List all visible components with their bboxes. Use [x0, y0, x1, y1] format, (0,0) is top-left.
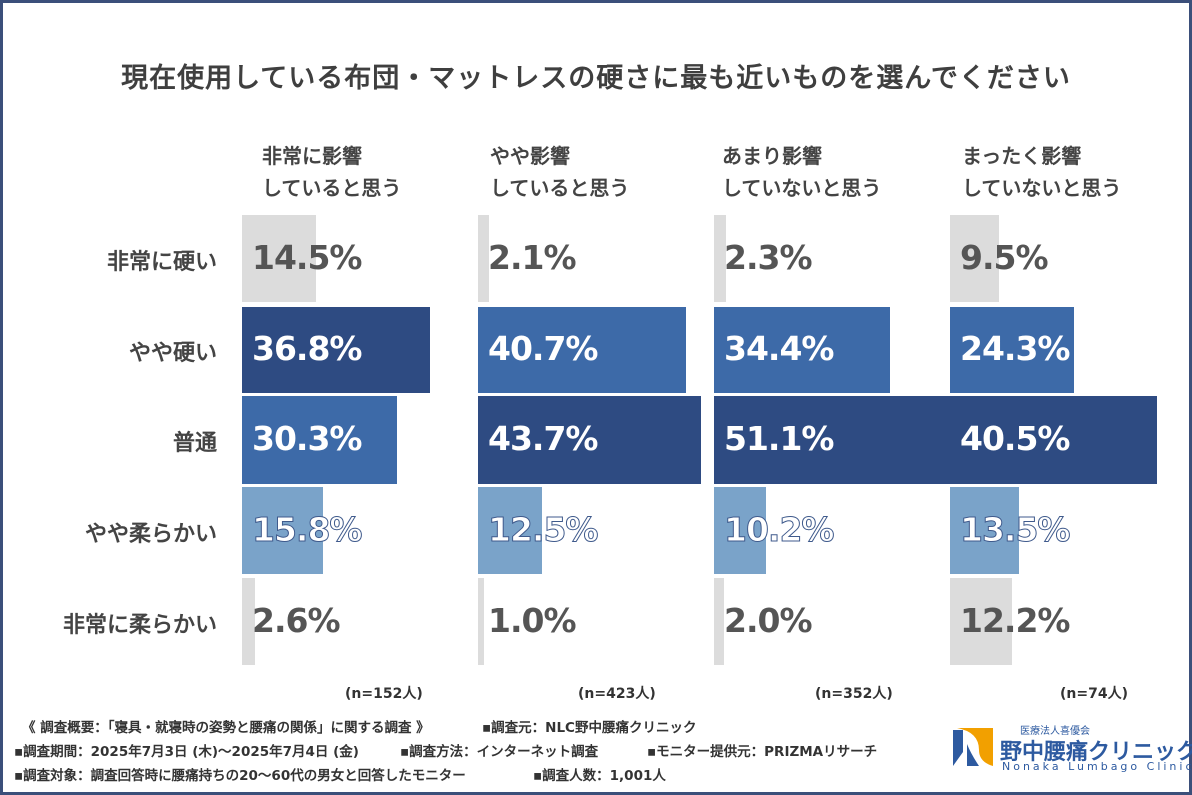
- data-label: 12.5%: [488, 509, 599, 549]
- footer-method: ▪調査方法：インターネット調査: [400, 744, 599, 760]
- footer-monitor: ▪モニター提供元：PRIZMAリサーチ: [647, 744, 878, 760]
- bar: [714, 307, 890, 393]
- bar: [714, 215, 726, 302]
- data-label: 2.1%: [488, 237, 577, 277]
- data-label: 43.7%: [488, 419, 598, 458]
- series-header: まったく影響していないと思う: [962, 140, 1121, 204]
- bar: [950, 487, 1019, 574]
- bar: [950, 215, 999, 302]
- data-label: 36.8%: [252, 329, 362, 368]
- sample-size-label: (n=352人): [815, 686, 893, 702]
- series-header-line: していないと思う: [722, 176, 882, 200]
- data-label: 2.0%: [724, 600, 813, 640]
- data-label: 13.5%: [960, 509, 1071, 549]
- series-header-line: していると思う: [490, 176, 630, 200]
- bar: [242, 396, 397, 484]
- bar: [950, 396, 1157, 484]
- footer-period: ▪調査期間：2025年7月3日 (木)～2025年7月4日 (金): [14, 744, 359, 760]
- series-header-line: やや影響: [490, 144, 570, 168]
- nlc-logo-icon: [953, 728, 993, 766]
- bar: [478, 487, 542, 574]
- row-label: やや柔らかい: [84, 521, 217, 547]
- series-header-line: あまり影響: [722, 144, 822, 168]
- data-label: 10.2%: [724, 509, 835, 549]
- bar: [242, 578, 256, 665]
- data-label: 14.5%: [252, 237, 362, 277]
- series-header-line: していると思う: [262, 176, 402, 200]
- bar: [478, 215, 489, 302]
- data-label: 9.5%: [960, 237, 1049, 277]
- footer-count: ▪調査人数：1,001人: [533, 768, 666, 784]
- row-label: やや硬い: [128, 341, 217, 366]
- bar: [714, 578, 725, 665]
- series-header-line: 非常に影響: [262, 144, 362, 168]
- footer-target: ▪調査対象：調査回答時に腰痛持ちの20～60代の男女と回答したモニター: [14, 768, 466, 784]
- bar: [478, 578, 484, 665]
- chart-title: 現在使用している布団・マットレスの硬さに最も近いものを選んでください: [121, 63, 1071, 94]
- bar: [242, 307, 430, 393]
- logo-clinic-name: 野中腰痛クリニック: [1000, 740, 1192, 765]
- series-header: やや影響していると思う: [490, 140, 629, 204]
- data-label: 34.4%: [724, 329, 834, 368]
- sample-size-label: (n=152人): [345, 686, 423, 702]
- bar: [950, 307, 1075, 393]
- data-label: 51.1%: [724, 419, 834, 458]
- data-label: 1.0%: [488, 600, 577, 640]
- series-header-line: していないと思う: [962, 176, 1122, 200]
- bar: [478, 396, 702, 484]
- series-header: 非常に影響していると思う: [262, 140, 401, 204]
- bar: [242, 215, 317, 302]
- footer-source: ▪調査元：NLC野中腰痛クリニック: [482, 720, 697, 736]
- series-header-line: まったく影響: [962, 144, 1082, 168]
- data-label: 15.8%: [252, 509, 363, 549]
- data-label: 2.6%: [252, 600, 341, 640]
- sample-size-label: (n=74人): [1060, 686, 1128, 702]
- data-label: 2.3%: [724, 237, 813, 277]
- bar: [950, 578, 1013, 665]
- row-label: 非常に柔らかい: [62, 612, 217, 638]
- row-label: 普通: [172, 431, 217, 456]
- footer-summary: 《 調査概要：「寝具・就寝時の姿勢と腰痛の関係」に関する調査 》: [22, 720, 430, 736]
- bar: [714, 396, 976, 484]
- data-label: 30.3%: [252, 419, 362, 458]
- row-label: 非常に硬い: [106, 249, 217, 275]
- sample-size-label: (n=423人): [578, 686, 656, 702]
- data-label: 12.2%: [960, 600, 1070, 640]
- bar: [478, 307, 686, 393]
- data-label: 40.7%: [488, 329, 598, 368]
- bar: [714, 487, 767, 574]
- data-label: 40.5%: [960, 419, 1070, 458]
- data-label: 24.3%: [960, 329, 1070, 368]
- logo-org-label: 医療法人喜優会: [1020, 726, 1090, 737]
- series-header: あまり影響していないと思う: [722, 140, 881, 204]
- bar: [242, 487, 323, 574]
- logo-english-name: Nonaka Lumbago Clinic: [1002, 760, 1192, 773]
